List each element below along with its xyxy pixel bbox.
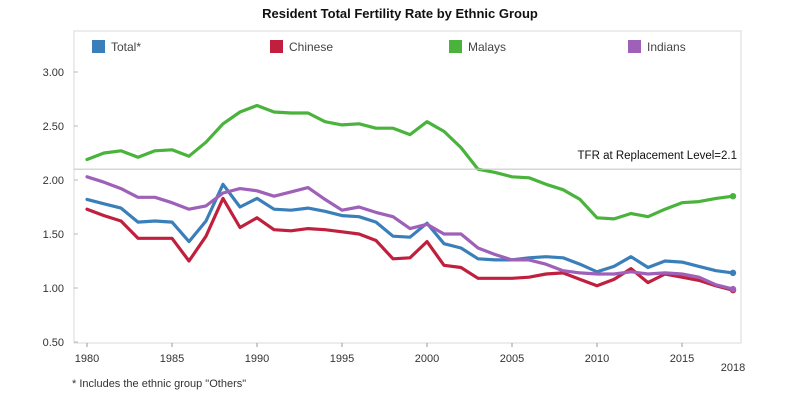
x-tick-label: 2000	[415, 353, 439, 365]
x-tick-label: 2005	[500, 353, 524, 365]
footnote: * Includes the ethnic group "Others"	[72, 378, 247, 390]
chart-title: Resident Total Fertility Rate by Ethnic …	[262, 6, 538, 21]
plot-frame	[73, 30, 742, 344]
series-line-total	[85, 182, 735, 275]
y-tick-label: 3.00	[43, 67, 64, 79]
legend-label: Malays	[468, 40, 506, 54]
legend-label: Total*	[111, 40, 141, 54]
y-tick-label: 0.50	[43, 337, 64, 349]
legend-swatch	[449, 40, 462, 53]
legend-swatch	[628, 40, 641, 53]
replacement-level-label: TFR at Replacement Level=2.1	[578, 150, 737, 162]
y-tick-label: 2.50	[43, 121, 64, 133]
x-tick-label: 1985	[160, 353, 184, 365]
y-tick-label: 1.00	[43, 283, 64, 295]
x-tick-label: 2018	[721, 362, 745, 374]
series-line-malays	[85, 103, 735, 221]
series-end-point	[729, 285, 737, 293]
legend-swatch	[92, 40, 105, 53]
legend-item: Chinese	[270, 40, 333, 54]
legend-item: Malays	[449, 40, 506, 54]
legend-label: Chinese	[289, 40, 333, 54]
series-end-point	[729, 269, 737, 277]
x-tick-label: 2010	[585, 353, 609, 365]
y-tick-label: 1.50	[43, 229, 64, 241]
legend-label: Indians	[647, 40, 686, 54]
y-tick-label: 2.00	[43, 175, 64, 187]
series-line-indians	[85, 175, 735, 291]
x-tick-label: 1990	[245, 353, 269, 365]
legend-item: Indians	[628, 40, 686, 54]
x-tick-label: 1980	[75, 353, 99, 365]
legend-swatch	[270, 40, 283, 53]
series-line-chinese	[85, 196, 735, 292]
series-end-point	[729, 193, 737, 200]
legend: Total* Chinese Malays Indians	[92, 40, 686, 54]
legend-item: Total*	[92, 40, 141, 54]
x-tick-label: 1995	[330, 353, 354, 365]
x-tick-label: 2015	[670, 353, 694, 365]
